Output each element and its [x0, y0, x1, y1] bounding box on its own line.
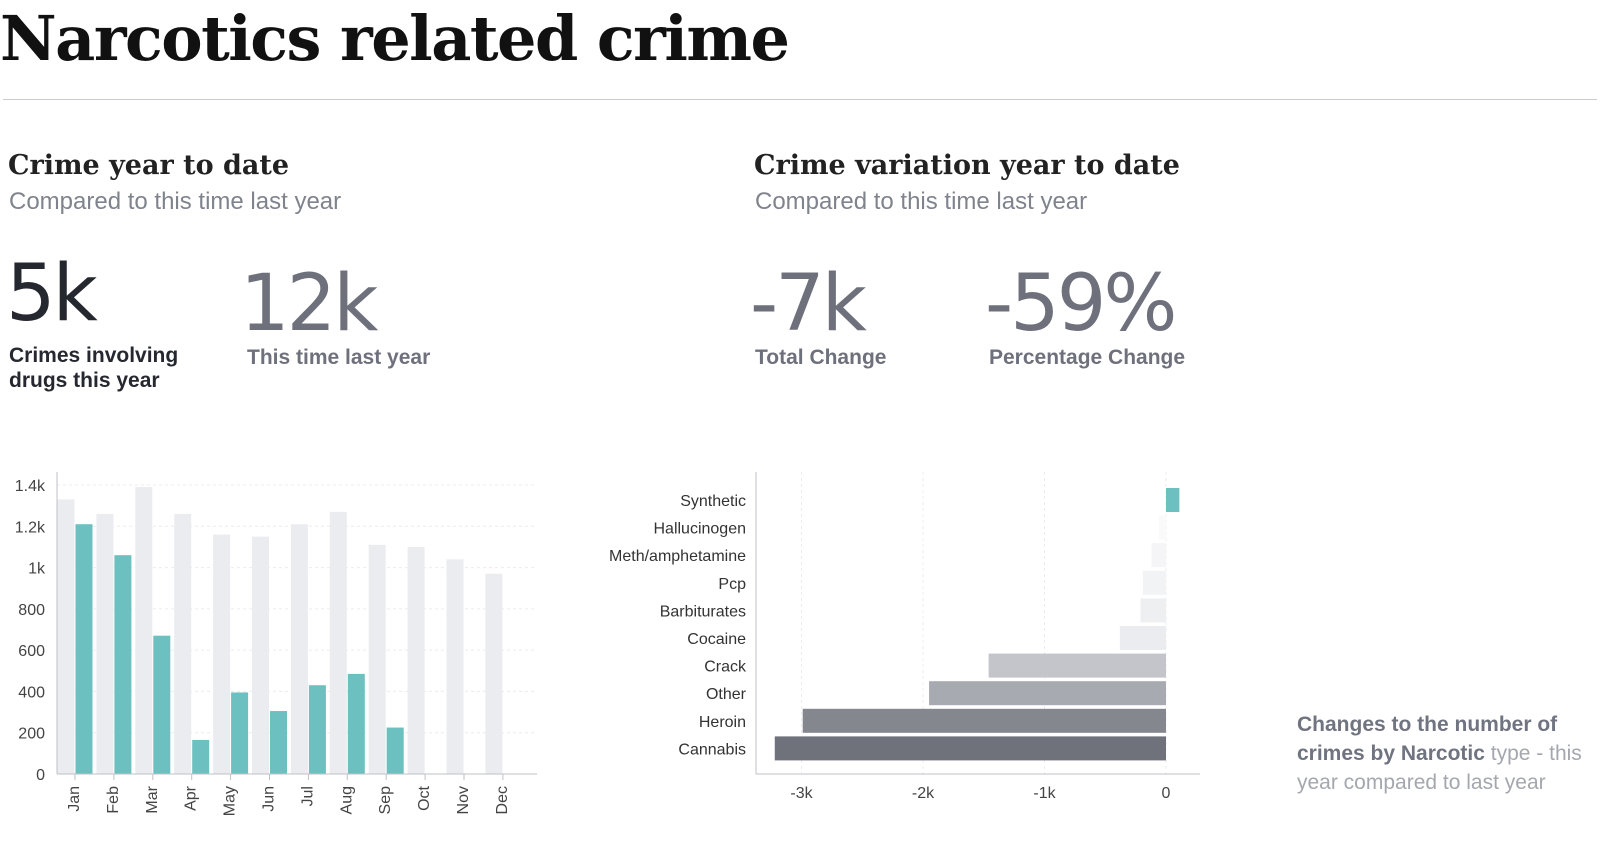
- bar-last-year: [290, 524, 308, 774]
- bar-last-year: [213, 534, 231, 774]
- bar-this-year: [347, 673, 365, 774]
- title-divider: [3, 99, 1597, 100]
- bar-last-year: [485, 573, 503, 774]
- left-section-heading: Crime year to date: [8, 150, 290, 181]
- y-tick-label: 400: [18, 684, 45, 701]
- y-tick-label: Heroin: [699, 714, 746, 731]
- y-tick-label: 800: [18, 602, 45, 619]
- bar-last-year: [252, 536, 269, 774]
- y-tick-label: Barbiturates: [660, 603, 746, 620]
- bar-last-year: [174, 513, 192, 774]
- narcotic-change-chart: -3k -2k -1k 0 Synthetic Hallucinogen Meth/amph…: [609, 472, 1200, 802]
- x-tick-label: 0: [1162, 785, 1171, 802]
- caption-bold: Changes to the number of crimes by Narco…: [1297, 713, 1558, 765]
- total-change-value: -7k: [750, 259, 867, 349]
- x-tick-label: Mar: [144, 785, 161, 813]
- right-section-subheading: Compared to this time last year: [755, 188, 1088, 215]
- bar-barbiturates: [1140, 598, 1166, 623]
- last-year-label: This time last year: [247, 346, 431, 369]
- x-tick-label: Aug: [338, 786, 355, 814]
- y-tick-label: 600: [18, 643, 45, 660]
- percentage-change-label: Percentage Change: [989, 346, 1186, 369]
- y-tick-label: 1.4k: [15, 478, 46, 495]
- crimes-this-year-value: 5k: [6, 249, 98, 339]
- bar-hallucinogen: [1158, 515, 1166, 540]
- x-tick-label: Nov: [455, 786, 472, 814]
- y-tick-label: 0: [36, 767, 45, 784]
- bar-heroin: [802, 708, 1166, 733]
- x-tick-label: Feb: [105, 786, 122, 814]
- y-tick-label: Pcp: [718, 576, 746, 593]
- percentage-change-value: -59%: [985, 259, 1178, 349]
- y-tick-label: 200: [18, 726, 45, 743]
- y-tick-label: Cocaine: [687, 631, 746, 648]
- x-tick-label: Oct: [416, 785, 433, 810]
- bar-this-year: [386, 727, 404, 774]
- bar-last-year: [368, 544, 386, 774]
- last-year-value: 12k: [240, 259, 378, 349]
- chart-caption: Changes to the number of crimes by Narco…: [1297, 710, 1597, 797]
- x-tick-label: -1k: [1033, 785, 1056, 802]
- x-tick-label: Jan: [66, 786, 83, 812]
- x-tick-label: Apr: [183, 785, 200, 811]
- bar-synthetic: [1166, 488, 1180, 512]
- x-tick-label: Dec: [494, 786, 511, 814]
- right-section-heading: Crime variation year to date: [754, 150, 1180, 181]
- bar-last-year: [329, 511, 347, 774]
- y-tick-label: Crack: [704, 659, 747, 676]
- x-tick-label: Sep: [377, 786, 394, 815]
- bar-other: [929, 681, 1166, 706]
- bar-last-year: [135, 487, 153, 774]
- page-title: Narcotics related crime: [0, 2, 790, 75]
- left-section-subheading: Compared to this time last year: [9, 188, 342, 215]
- x-tick-label: Jun: [261, 786, 278, 812]
- bar-this-year: [192, 739, 210, 774]
- total-change-label: Total Change: [755, 346, 887, 369]
- bar-last-year: [57, 499, 75, 774]
- y-tick-label: Meth/amphetamine: [609, 548, 746, 565]
- crimes-this-year-label: Crimes involving drugs this year: [9, 344, 179, 392]
- bar-this-year: [153, 635, 171, 774]
- bar-this-year: [75, 524, 93, 774]
- bar-last-year: [446, 559, 464, 774]
- y-tick-label: Other: [706, 686, 747, 703]
- y-tick-label: Synthetic: [680, 493, 746, 510]
- bar-last-year: [407, 546, 425, 774]
- bar-cannabis: [774, 736, 1166, 761]
- bar-this-year: [231, 692, 249, 774]
- bar-this-year: [270, 711, 287, 774]
- bar-cocaine: [1119, 626, 1166, 650]
- y-tick-label: 1.2k: [15, 519, 46, 536]
- x-tick-label: -3k: [790, 785, 813, 802]
- x-tick-label: -2k: [912, 785, 935, 802]
- caption-rest: type - this year compared to last year: [1297, 742, 1582, 794]
- monthly-crime-chart: 0 200 400 600 800 1k 1.2k 1.4k Jan Feb Mar Apr May Ju…: [15, 472, 537, 816]
- bar-last-year: [96, 513, 114, 774]
- bar-crack: [988, 653, 1166, 678]
- bar-this-year: [114, 555, 132, 774]
- x-tick-label: Jul: [299, 786, 316, 806]
- bar-pcp: [1142, 570, 1166, 595]
- x-tick-label: May: [222, 786, 239, 816]
- bar-meth-amphetamine: [1151, 543, 1166, 568]
- y-tick-label: 1k: [28, 561, 46, 578]
- bar-this-year: [308, 685, 326, 774]
- y-tick-label: Hallucinogen: [653, 521, 746, 538]
- y-tick-label: Cannabis: [678, 741, 746, 758]
